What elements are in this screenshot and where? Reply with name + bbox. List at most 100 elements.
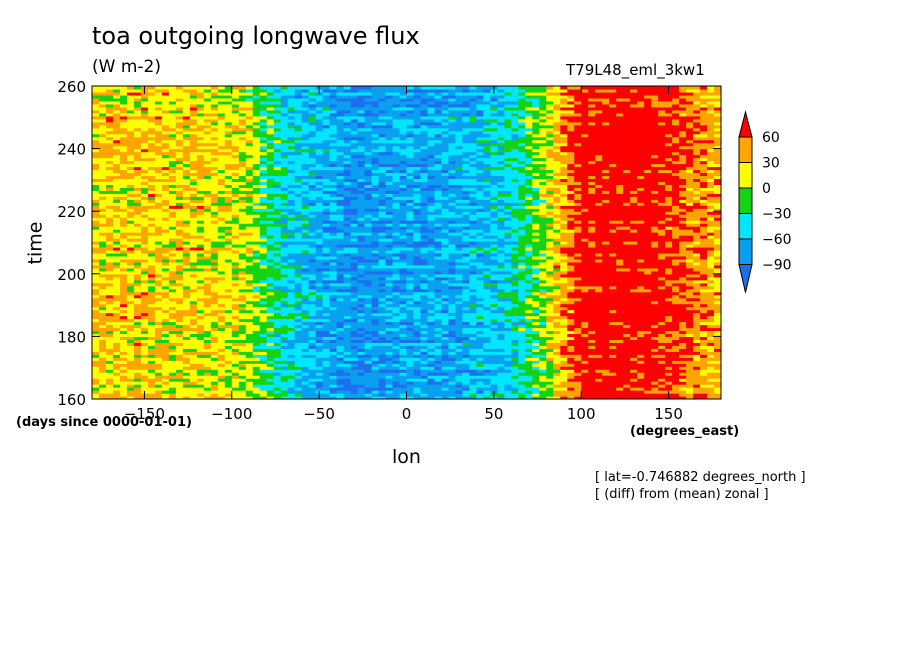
heatmap-cell (511, 297, 519, 302)
heatmap-cell (637, 238, 645, 242)
heatmap-cell (714, 360, 721, 364)
heatmap-cell (196, 303, 205, 308)
heatmap-cell (168, 339, 177, 343)
heatmap-cell (308, 396, 317, 399)
heatmap-cell (560, 249, 568, 254)
heatmap-cell (567, 252, 575, 257)
heatmap-cell (126, 318, 135, 323)
heatmap-cell (315, 258, 324, 263)
heatmap-cell (413, 273, 422, 278)
heatmap-cell (294, 270, 303, 275)
heatmap-cell (385, 306, 394, 311)
heatmap-cell (476, 312, 484, 317)
heatmap-cell (203, 312, 212, 317)
heatmap-cell (231, 387, 240, 391)
heatmap-cell (259, 273, 268, 278)
heatmap-cell (630, 288, 638, 293)
heatmap-cell (399, 372, 408, 376)
heatmap-cell (406, 390, 415, 394)
heatmap-cell (322, 348, 331, 352)
heatmap-cell (385, 261, 394, 266)
heatmap-cell (455, 312, 464, 317)
heatmap-cell (490, 357, 498, 361)
heatmap-cell (560, 393, 568, 397)
heatmap-cell (203, 351, 212, 355)
heatmap-cell (238, 390, 247, 394)
heatmap-cell (238, 342, 247, 346)
heatmap-cell (259, 243, 268, 248)
heatmap-cell (707, 390, 715, 394)
heatmap-cell (189, 372, 198, 376)
heatmap-cell (427, 348, 436, 352)
heatmap-cell (322, 273, 331, 278)
heatmap-cell (308, 342, 317, 346)
heatmap-cell (504, 372, 512, 376)
heatmap-cell (427, 393, 436, 397)
heatmap-cell (588, 372, 596, 376)
heatmap-cell (273, 303, 282, 308)
heatmap-cell (483, 312, 491, 317)
heatmap-cell (441, 375, 450, 379)
heatmap-cell (413, 279, 422, 284)
heatmap-cell (644, 336, 652, 340)
heatmap-cell (154, 327, 163, 332)
heatmap-cell (693, 366, 701, 370)
heatmap-cell (98, 372, 107, 376)
heatmap-cell (336, 294, 345, 299)
heatmap-cell (679, 303, 687, 308)
heatmap-cell (392, 270, 401, 275)
heatmap-cell (455, 246, 464, 251)
heatmap-cell (462, 375, 470, 379)
heatmap-cell (252, 333, 261, 337)
heatmap-cell (378, 249, 387, 254)
heatmap-cell (602, 324, 610, 329)
heatmap-cell (630, 303, 638, 308)
heatmap-cell (497, 369, 505, 373)
heatmap-cell (623, 345, 631, 349)
heatmap-cell (406, 306, 415, 311)
heatmap-cell (672, 294, 680, 299)
heatmap-cell (616, 261, 624, 266)
heatmap-cell (574, 366, 582, 370)
heatmap-cell (560, 309, 568, 314)
heatmap-cell (231, 249, 240, 254)
heatmap-cell (420, 393, 429, 397)
heatmap-cell (161, 288, 170, 293)
heatmap-cell (133, 288, 142, 293)
heatmap-cell (630, 348, 638, 352)
heatmap-cell (217, 390, 226, 394)
heatmap-cell (119, 249, 128, 254)
heatmap-cell (357, 354, 366, 358)
heatmap-cell (644, 309, 652, 314)
heatmap-cell (119, 285, 128, 290)
heatmap-cell (518, 261, 526, 266)
heatmap-cell (203, 357, 212, 361)
heatmap-cell (140, 378, 149, 382)
heatmap-cell (616, 252, 624, 257)
heatmap-cell (329, 393, 338, 397)
heatmap-cell (497, 390, 505, 394)
heatmap-cell (413, 375, 422, 379)
heatmap-cell (546, 273, 554, 278)
heatmap-cell (252, 312, 261, 317)
heatmap-cell (231, 264, 240, 269)
heatmap-cell (665, 321, 673, 326)
heatmap-cell (567, 381, 575, 385)
heatmap-cell (399, 291, 408, 296)
heatmap-cell (238, 232, 247, 236)
heatmap-cell (147, 336, 156, 340)
heatmap-cell (462, 333, 470, 337)
heatmap-cell (406, 279, 415, 284)
heatmap-cell (203, 366, 212, 370)
heatmap-cell (455, 300, 464, 305)
heatmap-cell (497, 235, 505, 239)
heatmap-cell (371, 363, 380, 367)
heatmap-cell (308, 291, 317, 296)
heatmap-cell (98, 232, 107, 236)
heatmap-cell (476, 306, 484, 311)
heatmap-cell (420, 333, 429, 337)
heatmap-cell (252, 372, 261, 376)
heatmap-cell (434, 258, 443, 263)
heatmap-cell (595, 375, 603, 379)
heatmap-cell (462, 273, 470, 278)
